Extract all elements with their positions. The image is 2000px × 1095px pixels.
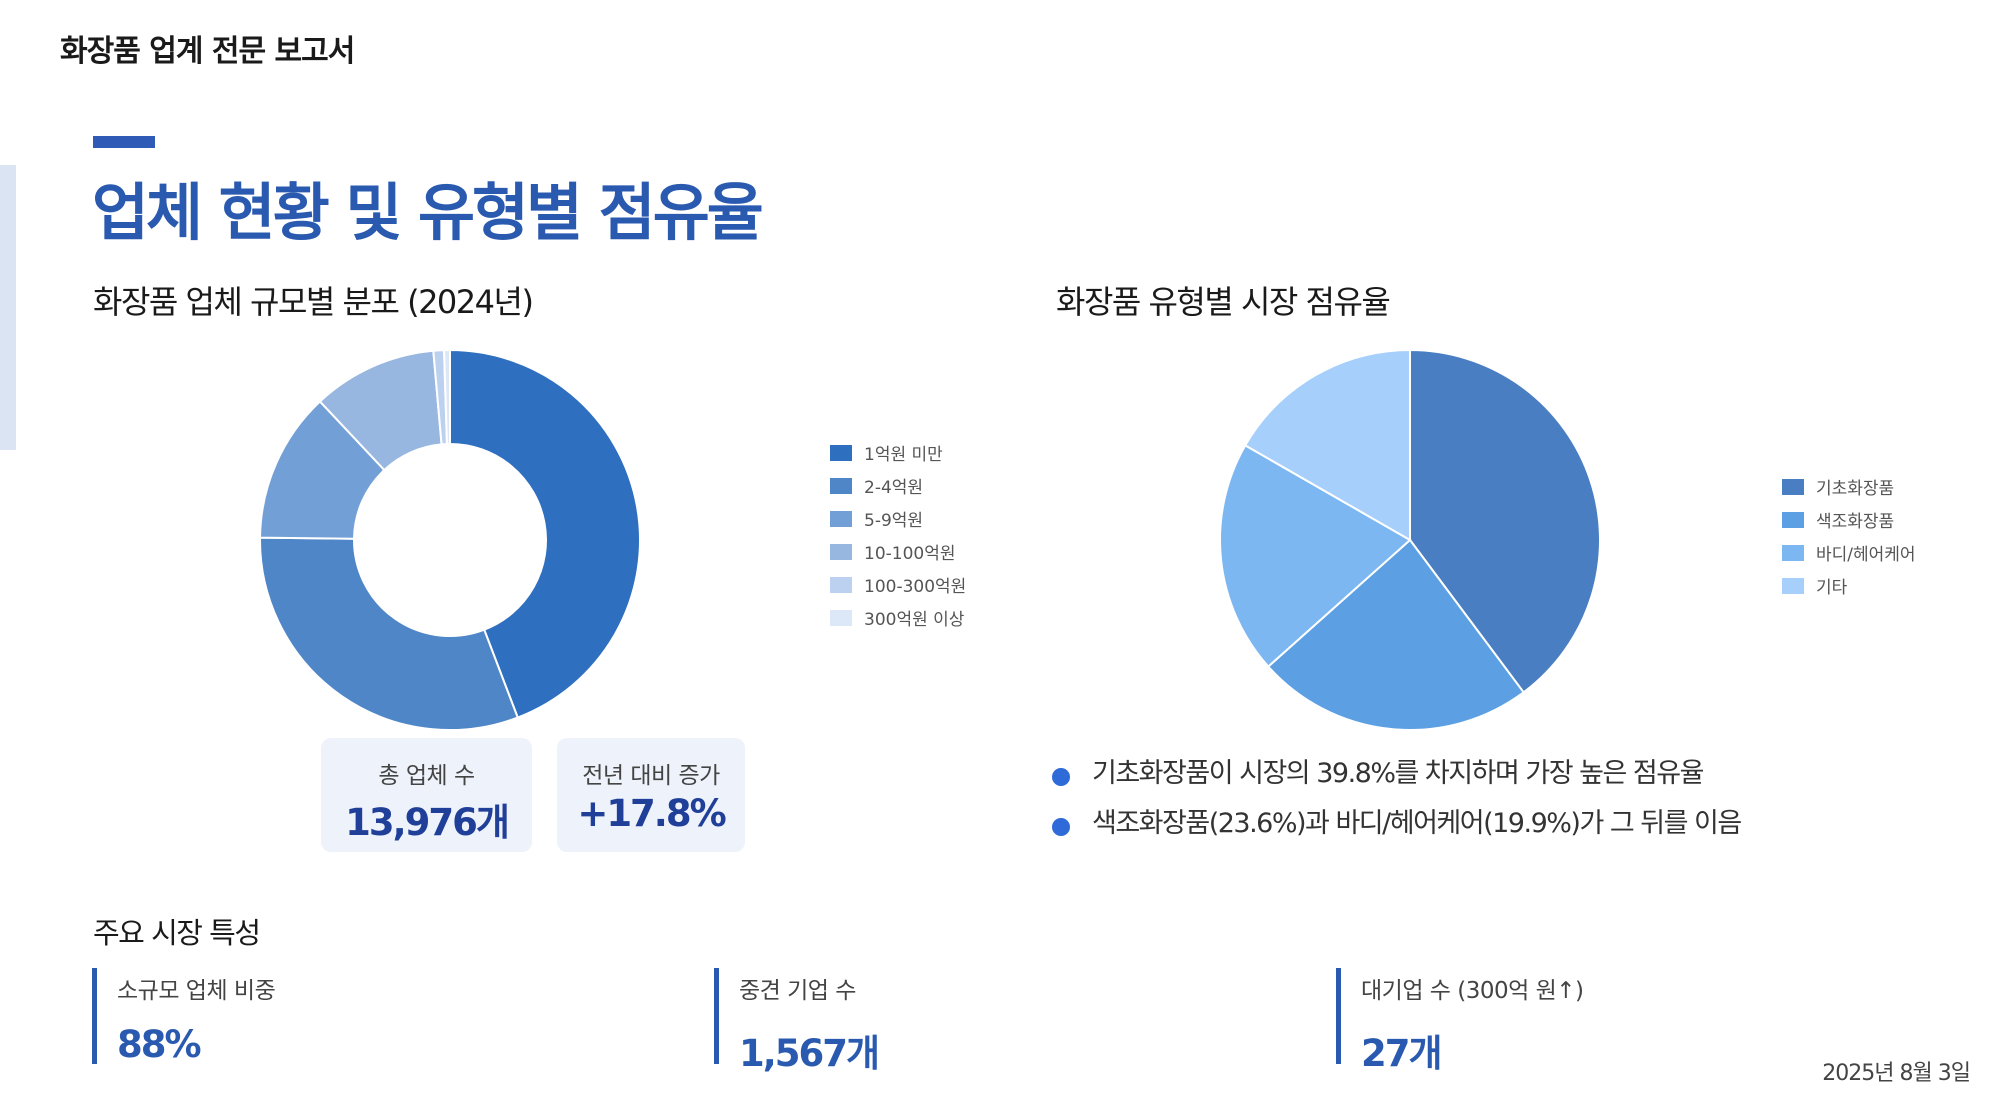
report-label: 화장품 업계 전문 보고서 <box>60 34 355 69</box>
doughnut-section-title: 화장품 업체 규모별 분포 (2024년) <box>93 283 534 321</box>
stat-label: 총 업체 수 <box>378 763 475 789</box>
doughnut-legend: 1억원 미만 2-4억원 5-9억원 10-100억원 100-300억원 300억원 이… <box>830 436 966 634</box>
feature-label: 대기업 수 (300억 원↑) <box>1361 978 1584 1004</box>
legend-swatch <box>830 609 852 626</box>
legend-item: 2-4억원 <box>830 469 966 502</box>
type-share-pie-chart <box>1219 348 1601 731</box>
legend-label: 300억원 이상 <box>864 610 965 630</box>
slice-1 <box>449 348 641 719</box>
slice-2 <box>1266 538 1526 731</box>
insight-bullet-list: 기초화장품이 시장의 39.8%를 차지하며 가장 높은 점유율 색조화장품(2… <box>1052 745 1912 845</box>
legend-swatch <box>1782 577 1804 594</box>
legend-swatch <box>830 510 852 527</box>
side-accent-bar <box>0 165 16 450</box>
legend-label: 5-9억원 <box>864 511 924 531</box>
legend-swatch <box>1782 544 1804 561</box>
legend-item: 5-9억원 <box>830 502 966 535</box>
slice-3 <box>1219 443 1412 668</box>
insight-bullet: 색조화장품(23.6%)과 바디/헤어케어(19.9%)가 그 뒤를 이음 <box>1052 795 1912 845</box>
feature-value: 1,567개 <box>739 1032 880 1075</box>
legend-swatch <box>1782 478 1804 495</box>
feature-midsize-count: 중견 기업 수 1,567개 <box>714 968 880 1075</box>
legend-swatch <box>830 576 852 593</box>
title-accent-line <box>93 136 155 148</box>
feature-value: 88% <box>117 1023 202 1066</box>
legend-label: 기초화장품 <box>1816 479 1895 499</box>
stat-card-yoy-growth: 전년 대비 증가 +17.8% <box>557 738 745 852</box>
legend-item: 100-300억원 <box>830 568 966 601</box>
slice-1 <box>1409 348 1601 694</box>
legend-label: 100-300억원 <box>864 577 967 597</box>
legend-item: 300억원 이상 <box>830 601 966 634</box>
slice-6 <box>443 348 451 446</box>
bullet-dot-icon <box>1052 768 1070 786</box>
footer-date: 2025년 8월 3일 <box>1822 1061 1971 1086</box>
legend-label: 10-100억원 <box>864 544 956 564</box>
bullet-text: 기초화장품이 시장의 39.8%를 차지하며 가장 높은 점유율 <box>1092 757 1704 789</box>
legend-item: 바디/헤어케어 <box>1782 536 1916 569</box>
legend-swatch <box>830 543 852 560</box>
legend-swatch <box>1782 511 1804 528</box>
size-distribution-doughnut-chart <box>259 348 641 731</box>
feature-value: 27개 <box>1361 1032 1443 1075</box>
bullet-text: 색조화장품(23.6%)과 바디/헤어케어(19.9%)가 그 뒤를 이음 <box>1092 807 1742 839</box>
legend-label: 바디/헤어케어 <box>1816 545 1916 565</box>
stat-value: 13,976개 <box>345 801 510 844</box>
legend-item: 기초화장품 <box>1782 470 1916 503</box>
feature-small-business-share: 소규모 업체 비중 88% <box>92 968 276 1066</box>
legend-label: 1억원 미만 <box>864 445 943 465</box>
stat-label: 전년 대비 증가 <box>582 763 720 789</box>
insight-bullet: 기초화장품이 시장의 39.8%를 차지하며 가장 높은 점유율 <box>1052 745 1912 795</box>
stat-value: +17.8% <box>577 792 726 835</box>
feature-label: 중견 기업 수 <box>739 978 856 1004</box>
slice-2 <box>259 536 520 731</box>
legend-label: 기타 <box>1816 578 1848 598</box>
feature-large-company-count: 대기업 수 (300억 원↑) 27개 <box>1336 968 1584 1075</box>
slice-4 <box>1243 348 1411 542</box>
legend-item: 10-100억원 <box>830 535 966 568</box>
page-title: 업체 현황 및 유형별 점유율 <box>92 176 764 249</box>
bullet-dot-icon <box>1052 818 1070 836</box>
legend-item: 기타 <box>1782 569 1916 602</box>
legend-swatch <box>830 444 852 461</box>
legend-swatch <box>830 477 852 494</box>
legend-label: 2-4억원 <box>864 478 924 498</box>
stat-card-total-companies: 총 업체 수 13,976개 <box>321 738 532 852</box>
features-title: 주요 시장 특성 <box>93 916 261 950</box>
legend-item: 1억원 미만 <box>830 436 966 469</box>
legend-item: 색조화장품 <box>1782 503 1916 536</box>
legend-label: 색조화장품 <box>1816 512 1895 532</box>
feature-label: 소규모 업체 비중 <box>117 978 276 1004</box>
pie-section-title: 화장품 유형별 시장 점유율 <box>1056 283 1391 321</box>
